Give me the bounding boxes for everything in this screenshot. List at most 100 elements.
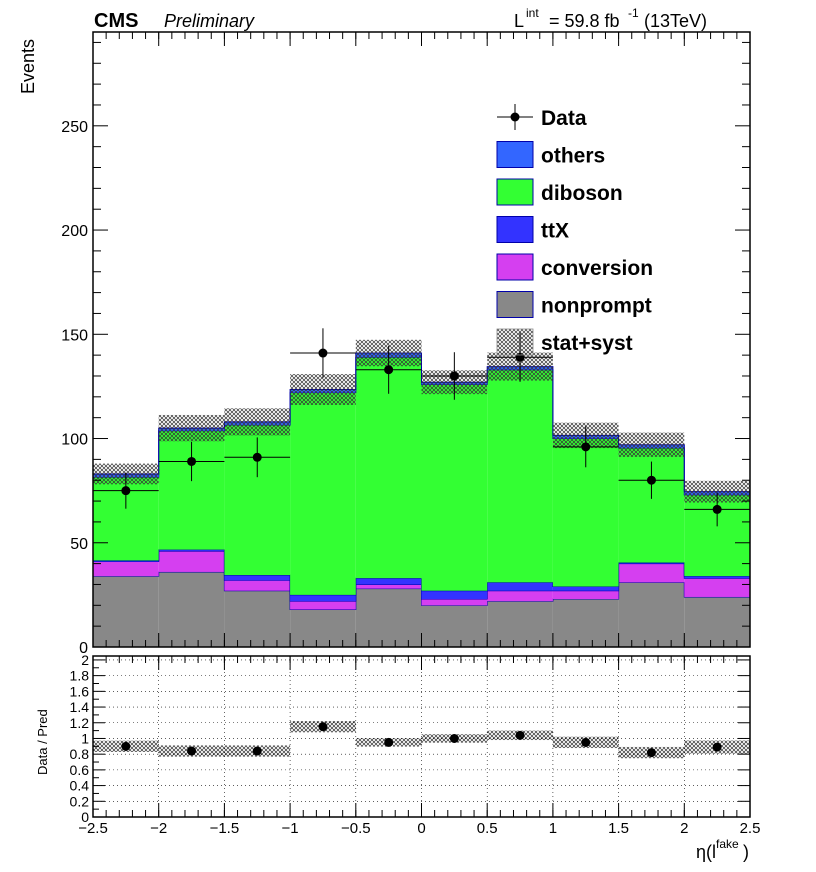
bar-conversion-2 <box>224 580 291 591</box>
ratio-y-tick-label: 0.2 <box>70 793 90 809</box>
ratio-y-tick-label: 0.8 <box>70 746 90 762</box>
legend-item-data: Data <box>497 104 587 130</box>
bar-conversion-1 <box>158 551 225 572</box>
bar-diboson-4 <box>355 357 422 579</box>
bar-nonprompt-7 <box>552 599 619 647</box>
bar-nonprompt-0 <box>93 576 159 647</box>
bar-conversion-9 <box>684 578 750 597</box>
legend-label: ttX <box>541 220 569 243</box>
data-point-0 <box>121 486 131 496</box>
x-tick-label: −2.5 <box>78 820 108 837</box>
bar-conversion-4 <box>355 584 422 589</box>
ratio-y-tick-label: 0 <box>81 809 89 825</box>
y-axis-title: Events <box>18 39 38 94</box>
y-tick-label: 250 <box>61 119 88 136</box>
bar-nonprompt-1 <box>158 571 225 647</box>
ratio-y-tick-label: 1.6 <box>70 683 90 699</box>
legend-data-marker <box>510 112 520 122</box>
ratio-point-4 <box>384 737 394 747</box>
x-tick-label: 1 <box>549 820 557 837</box>
x-axis-title-main: η(l <box>696 842 716 862</box>
bar-diboson-6 <box>487 369 553 583</box>
legend-label: conversion <box>541 257 653 280</box>
data-point-2 <box>252 452 262 462</box>
legend-item-diboson: diboson <box>496 178 623 206</box>
data-point-4 <box>384 365 394 375</box>
uncertainty-bin-2 <box>224 408 291 436</box>
ratio-point-1 <box>187 746 197 756</box>
legend-swatch <box>496 253 534 281</box>
x-axis-title: η(l fake ) <box>696 837 749 862</box>
bar-conversion-3 <box>290 601 356 610</box>
bar-conversion-6 <box>487 590 553 602</box>
bar-nonprompt-3 <box>290 609 356 647</box>
legend-item-ttx: ttX <box>496 216 569 243</box>
legend-label: others <box>541 145 605 168</box>
ratio-y-tick-label: 1.2 <box>70 715 90 731</box>
bar-ttX-2 <box>224 575 291 581</box>
x-tick-label: 0.5 <box>477 820 498 837</box>
ratio-y-tick-label: 2 <box>81 652 89 668</box>
ratio-point-3 <box>318 722 328 732</box>
data-point-1 <box>187 456 197 466</box>
legend-label: Data <box>541 107 587 130</box>
legend-swatch <box>496 216 534 243</box>
x-tick-label: −1.5 <box>210 820 240 837</box>
bar-ttX-1 <box>158 549 225 552</box>
ratio-point-8 <box>646 748 656 758</box>
bar-nonprompt-4 <box>355 588 422 647</box>
bar-ttX-8 <box>618 562 685 564</box>
luminosity-label: L int = 59.8 fb -1 (13TeV) <box>514 6 707 31</box>
legend-label: stat+syst <box>541 332 633 355</box>
bar-conversion-0 <box>93 561 159 577</box>
data-point-7 <box>581 442 591 452</box>
y-tick-label: 0 <box>79 640 88 657</box>
bar-nonprompt-9 <box>684 596 750 647</box>
series-conversion <box>93 550 750 610</box>
ratio-point-7 <box>581 737 591 747</box>
uncertainty-bin-3 <box>290 374 356 405</box>
ratio-y-tick-label: 1.8 <box>70 668 90 684</box>
legend-item-nonprompt: nonprompt <box>496 291 652 318</box>
x-tick-label: −0.5 <box>341 820 371 837</box>
y-axis: 0 50 100 150 200 250 <box>61 32 751 657</box>
lumi-symbol: L <box>514 11 524 31</box>
bar-ttX-0 <box>93 560 159 562</box>
bar-ttX-7 <box>552 586 619 591</box>
bar-conversion-8 <box>618 563 685 583</box>
data-point-9 <box>712 504 722 514</box>
bar-ttX-6 <box>487 582 553 591</box>
bar-conversion-7 <box>552 590 619 600</box>
legend-item-stat-syst: stat+syst <box>496 328 633 356</box>
data-points <box>93 328 750 527</box>
bar-nonprompt-2 <box>224 590 291 647</box>
bar-diboson-3 <box>290 392 356 595</box>
bar-nonprompt-5 <box>421 605 488 647</box>
legend-swatch <box>496 141 534 168</box>
data-point-5 <box>449 371 459 381</box>
ratio-y-tick-label: 0.6 <box>70 762 90 778</box>
y-tick-label: 150 <box>61 327 88 344</box>
x-tick-label: −2 <box>150 820 167 837</box>
lumi-value: = 59.8 fb <box>544 11 620 31</box>
uncertainty-bin-1 <box>158 414 225 442</box>
uncertainty-bin-9 <box>684 480 750 503</box>
legend-label: nonprompt <box>541 295 652 318</box>
x-axis-title-superscript: fake <box>716 837 739 851</box>
bar-nonprompt-6 <box>487 601 553 647</box>
x-axis-title-close: ) <box>743 842 749 862</box>
ratio-panel: 00.20.40.60.811.21.41.61.82−2.5 −2 −1.5 −1−… <box>70 652 761 837</box>
x-tick-label: 1.5 <box>608 820 629 837</box>
y-tick-label: 100 <box>61 432 88 449</box>
legend: Data others diboson ttX conversion nonprompt s… <box>496 104 653 356</box>
ratio-y-axis-title: Data / Pred <box>35 709 50 775</box>
x-tick-label: 2.5 <box>740 820 761 837</box>
ratio-y-tick-label: 1 <box>81 730 89 746</box>
data-point-8 <box>646 475 656 485</box>
lumi-unit-superscript: -1 <box>628 6 639 20</box>
series-nonprompt <box>93 571 750 647</box>
x-tick-label: −1 <box>282 820 299 837</box>
bar-ttX-9 <box>684 576 750 579</box>
lumi-energy: (13TeV) <box>639 11 707 31</box>
